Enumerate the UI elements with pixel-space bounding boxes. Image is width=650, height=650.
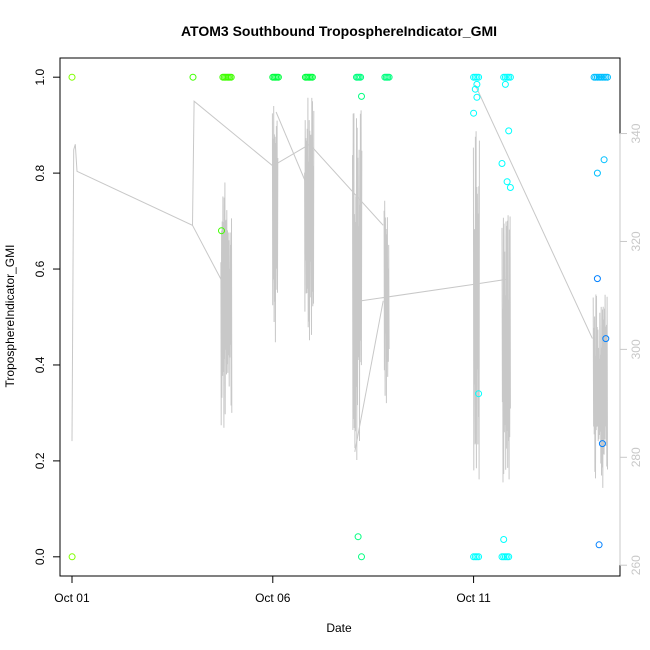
x-tick-label: Oct 01 <box>54 591 90 605</box>
data-point <box>308 73 316 81</box>
data-point <box>600 156 608 164</box>
data-point <box>505 127 513 135</box>
data-point <box>498 160 506 167</box>
x-tick-label: Oct 06 <box>255 591 291 605</box>
series-line-burst <box>472 131 480 480</box>
y-tick-label: 0.8 <box>33 164 47 181</box>
line-layer <box>71 84 608 488</box>
data-point <box>68 553 76 561</box>
data-point <box>500 536 508 543</box>
point-layer <box>68 73 611 561</box>
x-axis-label: Date <box>326 621 352 635</box>
series-line-burst <box>220 182 233 428</box>
y2-tick-label: 340 <box>629 123 643 143</box>
series-line <box>474 84 593 339</box>
data-point <box>506 184 514 191</box>
data-point <box>475 553 483 561</box>
data-point <box>68 73 76 81</box>
data-point <box>503 178 511 186</box>
data-point <box>598 440 606 448</box>
data-point <box>218 227 225 235</box>
series-line-burst <box>501 215 511 483</box>
data-point <box>274 73 282 81</box>
data-point <box>354 533 362 541</box>
y-tick-label: 0.4 <box>33 356 47 373</box>
data-point <box>593 275 601 283</box>
y2-tick-label: 260 <box>629 555 643 575</box>
series-line <box>361 278 508 302</box>
axis-layer: Oct 01 Oct 06 Oct 11 0.0 0.2 0.4 0.6 0.8 1.0 260 2… <box>33 69 643 605</box>
y-axis-label: TroposphereIndicator_GMI <box>3 245 17 388</box>
data-point <box>189 73 197 81</box>
plot-frame <box>59 57 621 577</box>
data-point <box>475 73 483 81</box>
data-point <box>358 553 365 561</box>
data-point <box>475 390 483 398</box>
data-point <box>227 73 235 81</box>
chart-title: ATOM3 Southbound TroposphereIndicator_GM… <box>181 23 497 39</box>
data-point <box>505 553 513 561</box>
x-tick-label: Oct 11 <box>456 591 491 605</box>
data-point <box>506 73 514 81</box>
data-point <box>604 73 611 81</box>
data-point <box>602 335 610 343</box>
data-point <box>358 92 365 100</box>
data-point <box>595 541 603 549</box>
y2-tick-label: 320 <box>629 231 643 251</box>
y2-tick-label: 280 <box>629 447 643 467</box>
series-line-burst <box>352 110 363 461</box>
series-line-burst <box>383 200 390 404</box>
data-point <box>593 169 601 177</box>
data-point <box>470 109 478 117</box>
data-point <box>357 73 365 81</box>
data-point <box>501 80 509 88</box>
y-tick-label: 0.0 <box>33 548 47 565</box>
y2-tick-label: 300 <box>629 339 643 359</box>
y-tick-label: 1.0 <box>33 69 47 86</box>
y-tick-label: 0.6 <box>33 260 47 277</box>
y-tick-label: 0.2 <box>33 452 47 469</box>
series-line-burst <box>271 105 279 343</box>
data-point <box>473 93 481 101</box>
data-point <box>385 73 393 81</box>
data-point <box>471 85 479 93</box>
data-point <box>473 80 481 88</box>
series-line-burst <box>592 294 608 488</box>
series-line <box>275 111 309 188</box>
series-line-burst <box>304 97 315 341</box>
